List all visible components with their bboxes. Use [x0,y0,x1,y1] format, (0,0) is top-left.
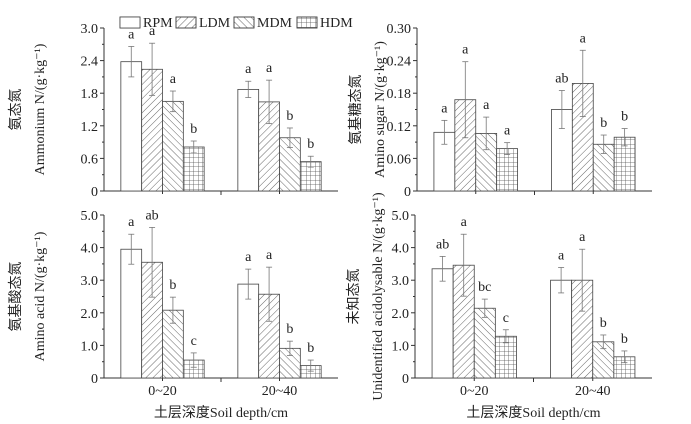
bar-rpm [120,61,143,192]
legend-swatch-pattern [233,16,255,29]
x-axis-label: 土层深度Soil depth/cm [466,405,600,421]
legend-swatch-pattern [175,16,197,29]
legend: RPM LDM MDM HDM [119,16,353,31]
bar-rpm [431,268,454,379]
significance-label: a [266,248,273,263]
y-tick-label: 4.0 [392,242,410,257]
bar-mdm [473,307,496,379]
y-tick-label: 5.0 [392,209,410,224]
legend-entry-rpm: RPM [119,16,173,31]
significance-label: a [462,43,469,58]
significance-label: ab [555,71,568,86]
y-tick-label: 0.18 [387,87,412,102]
legend-label: LDM [199,16,231,31]
y-tick-label: 0.24 [387,55,412,70]
y-tick-label: 3.0 [81,22,99,37]
y-tick-label: 2.0 [81,307,99,322]
significance-label: a [441,101,448,116]
significance-label: b [286,322,293,337]
significance-label: a [245,250,252,265]
significance-label: a [504,124,511,139]
significance-label: b [169,278,176,293]
y-axis-label-cn: 氨基酸态氮 [7,262,24,332]
significance-label: a [149,24,156,39]
x-tick-label: 0~20 [460,384,489,399]
significance-label: b [600,316,607,331]
significance-label: a [128,215,135,230]
significance-label: b [286,109,293,124]
significance-label: b [600,116,607,131]
y-tick-label: 0.12 [387,120,412,135]
x-tick-label: 0~20 [148,384,177,399]
panel-2: 0 0.06 0.12 0.18 0.24 0.30 氨基糖态氮 Amino sugar N/… [347,22,652,200]
y-tick-label: 2.4 [81,55,99,70]
x-axis-label: 土层深度Soil depth/cm [154,405,288,421]
y-axis-label: Ammonium N/(g·kg⁻¹) [33,43,48,175]
y-axis-label: Unidentified acidolysable N/(g·kg⁻¹) [371,192,386,401]
legend-entry-hdm: HDM [296,16,353,31]
y-tick-label: 0.6 [81,152,99,167]
y-axis-label-cn: 氨基糖态氮 [347,75,364,145]
panel-3: 0 1.0 2.0 3.0 4.0 5.0 0~20 20~40 土层深度Soil depth/… [7,208,338,421]
significance-label: b [190,122,197,137]
y-tick-label: 0 [404,185,411,200]
y-tick-label: 3.0 [392,274,410,289]
significance-label: c [503,311,509,326]
y-axis-label-cn: 未知态氮 [345,269,362,325]
significance-label: bc [478,280,491,295]
panel-4: 0 1.0 2.0 3.0 4.0 5.0 0~20 20~40 土层深度Soil depth/… [345,192,652,421]
y-tick-label: 1.0 [81,339,99,354]
y-tick-label: 4.0 [81,242,99,257]
y-tick-label: 2.0 [392,307,410,322]
significance-label: a [245,62,252,77]
bar-hdm [182,146,205,192]
y-axis-label: Amino sugar N/(g·kg⁻¹) [373,41,388,178]
legend-swatch-pattern [119,16,141,29]
y-tick-label: 1.2 [81,120,99,135]
y-tick-label: 3.0 [81,274,99,289]
significance-label: ab [145,208,158,223]
bar-rpm [120,248,143,379]
y-tick-label: 0.30 [387,22,412,37]
legend-label: MDM [257,16,293,31]
significance-label: a [266,61,273,76]
y-tick-label: 1.8 [81,87,99,102]
significance-label: b [621,110,628,125]
x-tick-label: 20~40 [575,384,611,399]
significance-label: a [483,98,490,113]
significance-label: a [128,27,135,42]
legend-entry-ldm: LDM [175,16,231,31]
y-tick-label: 0.06 [387,152,412,167]
bar-mdm [162,100,184,192]
legend-label: RPM [143,16,173,31]
legend-swatch-pattern [296,16,318,29]
significance-label: b [307,137,314,152]
legend-label: HDM [320,16,353,31]
y-tick-label: 0 [91,185,98,200]
significance-label: ab [436,237,449,252]
significance-label: b [307,341,314,356]
y-axis-label-cn: 氨态氮 [8,89,24,131]
bar-rpm [550,279,573,379]
y-axis-label: Amino acid N/(g·kg⁻¹) [33,231,48,361]
legend-entry-mdm: MDM [233,16,293,31]
significance-label: c [191,334,197,349]
y-tick-label: 0 [402,372,409,387]
significance-label: a [461,215,468,230]
significance-label: a [170,72,177,87]
significance-label: a [558,248,565,263]
bar-rpm [237,88,260,192]
y-tick-label: 5.0 [81,209,99,224]
significance-label: a [579,230,586,245]
y-tick-label: 0 [91,372,98,387]
y-tick-label: 1.0 [392,339,410,354]
significance-label: b [621,332,628,347]
x-tick-label: 20~40 [262,384,298,399]
significance-label: a [580,31,587,46]
